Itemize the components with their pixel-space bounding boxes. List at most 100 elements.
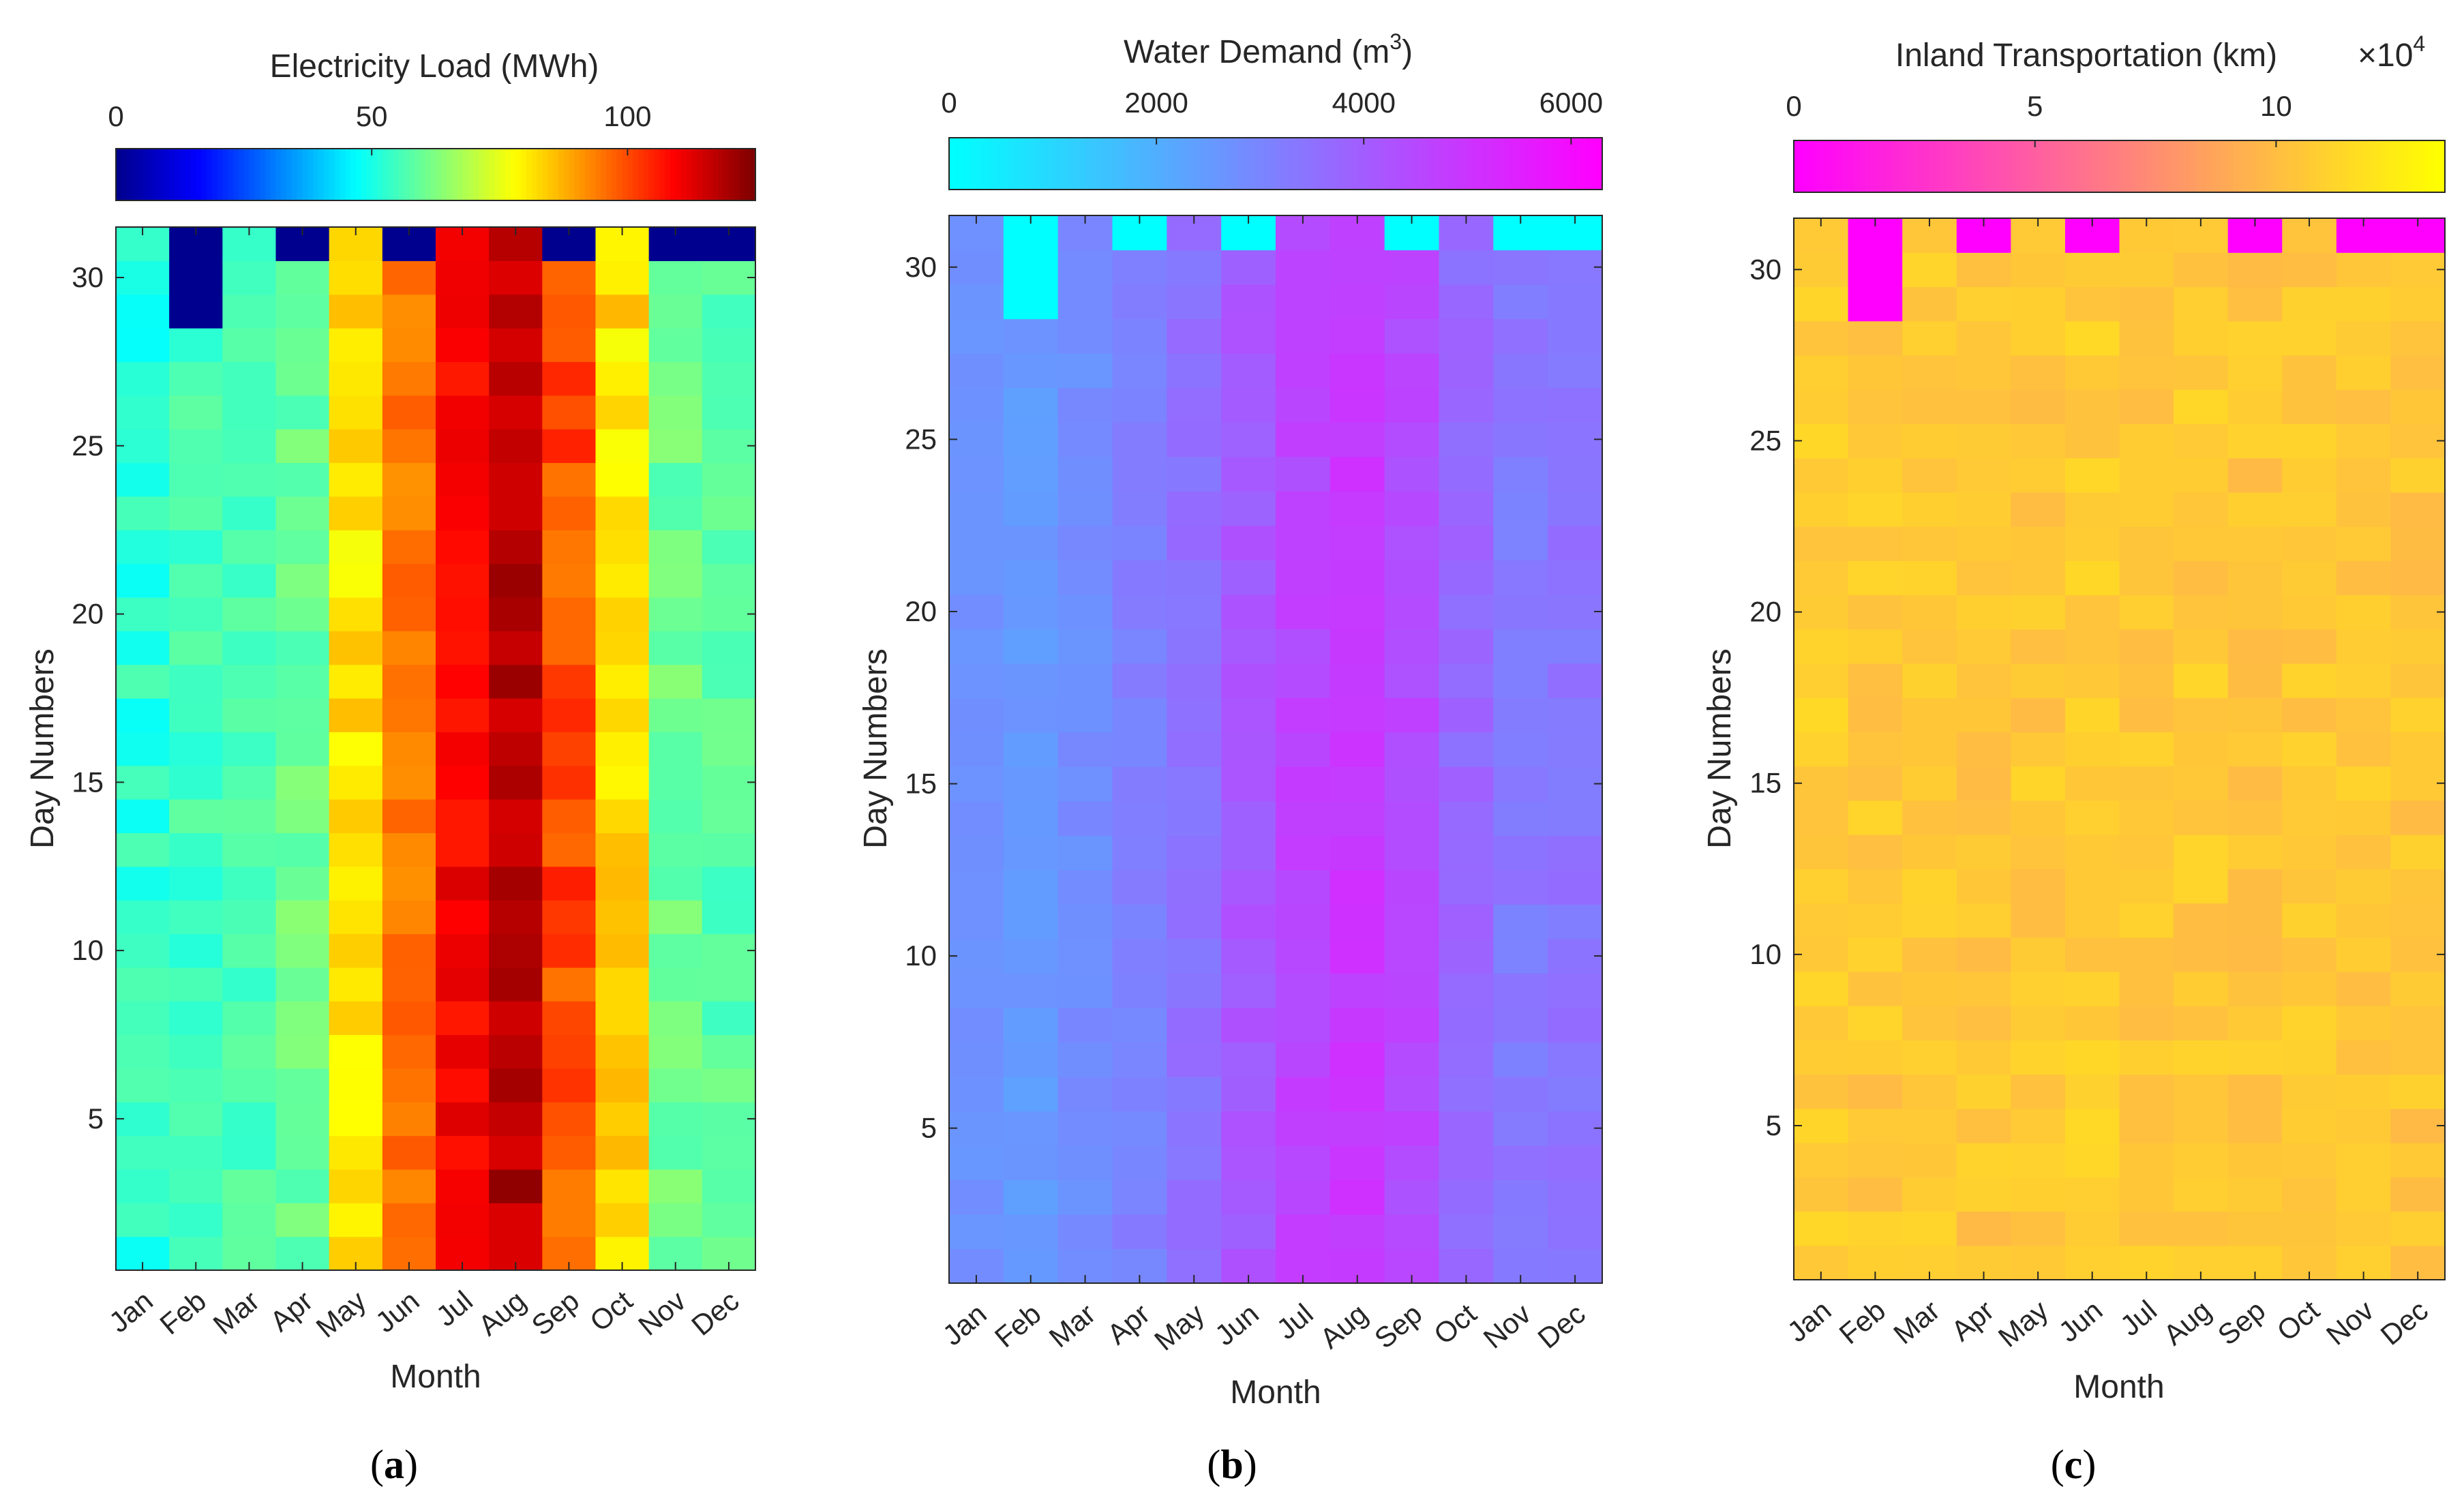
colorbar-segment (1025, 138, 1032, 190)
colorbar-segment (478, 149, 485, 200)
colorbar-segment (329, 149, 335, 200)
cell-sep-day-13 (1384, 835, 1440, 871)
colorbar-segment (2152, 140, 2159, 192)
colorbar-segment (2255, 140, 2262, 192)
cell-may-day-10 (2011, 937, 2066, 972)
cell-dec-day-20 (2390, 595, 2446, 630)
cell-jun-day-9 (1221, 973, 1276, 1008)
colorbar-segment (1199, 138, 1206, 190)
cell-nov-day-29 (1493, 284, 1548, 320)
panel-c-transport: Inland Transportation (km) ×104 0 5 10 510… (1702, 31, 2446, 1487)
cell-oct-day-6 (1439, 1076, 1494, 1112)
colorbar-segment (2189, 140, 2196, 192)
colorbar-segment (2179, 140, 2185, 192)
cell-may-day-27 (1167, 353, 1222, 389)
cell-feb-day-14 (169, 799, 223, 833)
cell-may-day-21 (2011, 560, 2066, 596)
cell-feb-day-23 (1003, 491, 1059, 526)
cell-aug-day-17 (489, 697, 543, 732)
cell-feb-day-22 (1848, 526, 1903, 561)
cell-feb-day-29 (169, 294, 223, 329)
cell-mar-day-11 (1057, 904, 1113, 940)
cell-feb-day-2 (169, 1203, 223, 1237)
cell-feb-day-17 (1003, 697, 1059, 733)
cell-aug-day-28 (1329, 318, 1385, 354)
cell-mar-day-26 (1057, 387, 1113, 423)
colorbar-segment (2407, 140, 2414, 192)
colorbar-segment (1537, 138, 1543, 190)
cell-mar-day-22 (1057, 525, 1113, 560)
cell-nov-day-13 (2336, 835, 2392, 869)
cell-jun-day-20 (382, 597, 436, 631)
cell-mar-day-18 (1057, 663, 1113, 698)
cell-apr-day-7 (1956, 1040, 2011, 1075)
cell-mar-day-14 (1057, 800, 1113, 836)
y-tick-label-c: 30 (1749, 253, 1782, 285)
colorbar-segment (1471, 138, 1478, 190)
colorbar-segment (2211, 140, 2218, 192)
colorbar-segment (1030, 138, 1037, 190)
cell-dec-day-20 (1548, 594, 1603, 629)
colorbar-segment (712, 149, 719, 200)
cell-sep-day-4 (2227, 1143, 2283, 1177)
cell-oct-day-16 (2282, 732, 2337, 767)
cell-feb-day-26 (1003, 387, 1059, 423)
cell-feb-day-5 (169, 1102, 223, 1137)
colorbar-segment (1466, 138, 1473, 190)
cell-apr-day-11 (1956, 903, 2011, 938)
cell-aug-day-14 (2174, 800, 2229, 835)
cell-jun-day-19 (1221, 629, 1276, 664)
cell-mar-day-23 (1902, 492, 1957, 527)
cell-jul-day-25 (436, 429, 490, 464)
cell-aug-day-30 (489, 260, 543, 295)
cell-oct-day-23 (1439, 491, 1494, 526)
colorbar-segment (2412, 140, 2419, 192)
cell-sep-day-2 (542, 1203, 597, 1237)
colorbar-segment (1161, 138, 1168, 190)
colorbar-segment (1804, 140, 1811, 192)
colorbar-frame-a (115, 148, 756, 201)
colorbar-exponent-c: ×104 (2358, 31, 2425, 74)
colorbar-segment (1248, 138, 1254, 190)
x-tick-label-jun-b: Jun (1209, 1297, 1265, 1352)
cell-jun-day-10 (382, 933, 436, 968)
cell-apr-day-15 (1112, 766, 1167, 802)
cell-jan-day-7 (1794, 1040, 1849, 1075)
cell-mar-day-5 (1902, 1108, 1957, 1143)
cell-feb-day-3 (1848, 1177, 1903, 1212)
colorbar-segment (1869, 140, 1876, 192)
cell-aug-day-16 (489, 732, 543, 766)
cell-dec-day-8 (1548, 1007, 1603, 1042)
cell-dec-day-26 (1548, 387, 1603, 423)
cell-mar-day-12 (222, 866, 277, 901)
cell-feb-day-21 (1848, 560, 1903, 596)
cell-jul-day-20 (2119, 595, 2174, 630)
cell-dec-day-2 (2390, 1211, 2446, 1246)
cell-mar-day-14 (1902, 800, 1957, 835)
cell-jun-day-22 (382, 530, 436, 565)
colorbar-segment (489, 149, 495, 200)
colorbar-segment (505, 149, 511, 200)
cell-mar-day-13 (1902, 835, 1957, 869)
colorbar-segment (1913, 140, 1919, 192)
cell-aug-day-19 (2174, 629, 2229, 664)
cell-jan-day-27 (116, 361, 170, 396)
cell-sep-day-7 (2227, 1040, 2283, 1075)
cell-apr-day-13 (1956, 835, 2011, 869)
cell-aug-day-2 (1329, 1214, 1385, 1250)
colorbar-segment (1139, 138, 1146, 190)
colorbar-segment (185, 149, 192, 200)
cell-jul-day-22 (1276, 525, 1331, 560)
colorbar-segment (404, 149, 410, 200)
colorbar-segment (1276, 138, 1282, 190)
cell-jan-day-11 (949, 904, 1004, 940)
colorbar-segment (1575, 138, 1581, 190)
cell-dec-day-17 (1548, 697, 1603, 733)
cell-dec-day-4 (702, 1135, 756, 1170)
cell-jul-day-21 (1276, 560, 1331, 595)
cell-apr-day-27 (1956, 355, 2011, 390)
cell-jun-day-5 (2064, 1108, 2120, 1143)
cell-jan-day-9 (949, 973, 1004, 1008)
cell-apr-day-4 (1112, 1145, 1167, 1181)
cell-sep-day-12 (1384, 869, 1440, 905)
